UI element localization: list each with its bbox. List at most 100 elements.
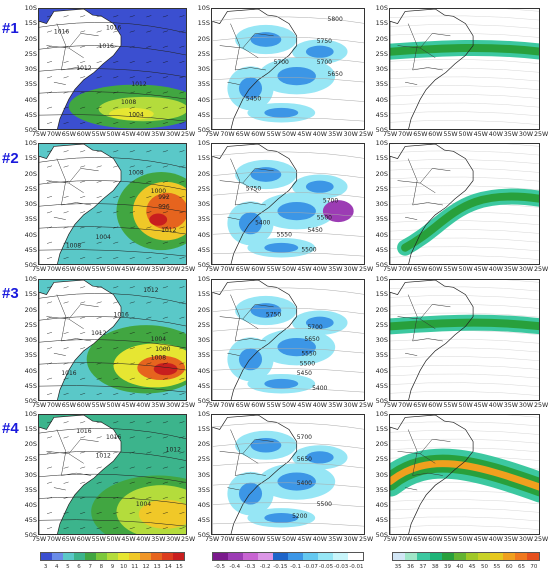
- colorbar-tick-label: 50: [481, 564, 488, 570]
- streamline: [390, 507, 539, 513]
- height-label: 5650: [297, 456, 312, 463]
- wind-vector: [96, 106, 102, 109]
- colorbar-tick-label: 14: [164, 564, 172, 570]
- lon-tick-label: 25W: [359, 131, 374, 138]
- wind-vector: [129, 150, 135, 153]
- colorbar-swatch: [490, 553, 503, 560]
- wind-vector: [80, 150, 86, 153]
- map-panel-r4-c1: 1016 1016 1012 1012 1004: [38, 414, 187, 535]
- wind-vector: [179, 451, 185, 454]
- isobar-label: 1012: [96, 452, 111, 459]
- wind-vector: [146, 106, 152, 109]
- lon-tick-label: 50W: [282, 131, 297, 138]
- geopotential-height-line: [212, 347, 364, 354]
- streamline: [390, 364, 539, 370]
- colorbar-tick-label: -0.01: [349, 564, 364, 570]
- lon-tick-label: 65W: [235, 536, 251, 543]
- lon-tick-label: 55W: [443, 536, 458, 543]
- lon-tick-label: 55W: [266, 536, 281, 543]
- colorbar-swatch: [107, 553, 118, 560]
- lat-axis-r4-c1: 10S 15S 20S 25S 30S 35S 40S 45S 50S: [17, 410, 37, 539]
- wind-vector: [146, 332, 152, 334]
- map-panel-r1-c2: 5800 5750 5700 5700 5650 5450: [211, 8, 365, 130]
- wind-vector: [46, 76, 53, 79]
- wind-vector: [162, 481, 168, 484]
- omega-contour: [305, 180, 334, 193]
- lat-tick-label: 45S: [375, 110, 388, 119]
- colorbar-tick-label: -0.2: [259, 564, 271, 570]
- lat-tick-label: 30S: [375, 470, 388, 479]
- wind-vector: [46, 15, 53, 18]
- lon-tick-label: 60W: [251, 131, 266, 138]
- lon-tick-label: 70W: [398, 266, 413, 273]
- lat-tick-label: 15S: [24, 425, 37, 434]
- wind-vector: [80, 347, 86, 350]
- lon-tick-label: 25W: [359, 536, 374, 543]
- country-border: [242, 33, 274, 49]
- colorbar-swatch: [129, 553, 140, 560]
- height-label: 5450: [307, 227, 322, 234]
- height-label: 5500: [317, 501, 332, 508]
- geopotential-height-line: [212, 327, 364, 334]
- streamline: [390, 32, 539, 38]
- wind-vector: [46, 347, 53, 350]
- isobar-line: [39, 339, 186, 349]
- lon-tick-label: 25W: [534, 131, 549, 138]
- lat-axis-r2-c2: 10S 15S 20S 25S 30S 35S 40S 45S 50S: [190, 139, 210, 269]
- lat-tick-label: 50S: [197, 126, 210, 134]
- lat-tick-label: 35S: [197, 215, 210, 224]
- isobar-line: [39, 450, 186, 461]
- lon-tick-label: 40W: [488, 131, 503, 138]
- wind-vector: [46, 421, 53, 424]
- lat-tick-label: 50S: [197, 531, 210, 539]
- lon-tick-label: 25W: [534, 402, 549, 409]
- lon-tick-label: 65W: [61, 536, 77, 543]
- wind-vector: [162, 241, 168, 244]
- wind-vector: [96, 286, 102, 289]
- height-label: 5550: [277, 232, 292, 239]
- omega-core: [322, 200, 354, 223]
- isobar-label: 1012: [166, 446, 181, 453]
- ivt-band-inner: [401, 192, 539, 252]
- lat-tick-label: 45S: [24, 110, 37, 119]
- isobar-label: 1012: [143, 287, 158, 294]
- isobar-line: [39, 249, 186, 257]
- lat-tick-label: 10S: [24, 4, 37, 12]
- streamline: [390, 102, 539, 108]
- wind-vector: [80, 332, 86, 334]
- lat-tick-label: 20S: [375, 305, 388, 314]
- wind-vector: [179, 241, 185, 244]
- isobar-label: 1008: [128, 170, 143, 177]
- lon-tick-label: 75W: [383, 536, 398, 543]
- map-panel-r3-c1: 1012 1016 1012 1004 1000 1008 1016: [38, 279, 187, 401]
- streamline: [390, 228, 539, 234]
- colorbar-tick-label: 37: [419, 564, 427, 570]
- wind-vector: [80, 91, 86, 94]
- isobar-label: 1000: [155, 346, 170, 353]
- colorbar-tick-label: 55: [493, 564, 501, 570]
- lon-tick-label: 25W: [534, 266, 549, 273]
- coastline: [390, 144, 474, 264]
- wind-speed-contour: [138, 499, 186, 529]
- wind-vector: [179, 122, 185, 124]
- lon-tick-label: 40W: [312, 402, 328, 409]
- wind-vector: [162, 150, 168, 153]
- geopotential-height-line: [212, 462, 364, 469]
- wind-vector: [96, 61, 102, 63]
- wind-vector: [129, 527, 135, 530]
- streamline: [390, 438, 539, 444]
- wind-vector: [96, 481, 102, 484]
- lon-tick-label: 45W: [121, 402, 136, 409]
- lon-tick-label: 35W: [151, 131, 166, 138]
- lon-tick-label: 70W: [398, 536, 413, 543]
- streamline: [390, 167, 539, 173]
- lon-tick-label: 35W: [503, 266, 519, 273]
- omega-contour: [305, 451, 334, 464]
- lat-tick-label: 40S: [24, 95, 37, 104]
- colorbar-tick-label: 70: [530, 564, 538, 570]
- country-border: [53, 216, 66, 220]
- height-label: 5500: [317, 215, 332, 222]
- wind-vector: [162, 165, 168, 168]
- wind-vector: [179, 377, 185, 380]
- country-border: [230, 294, 240, 342]
